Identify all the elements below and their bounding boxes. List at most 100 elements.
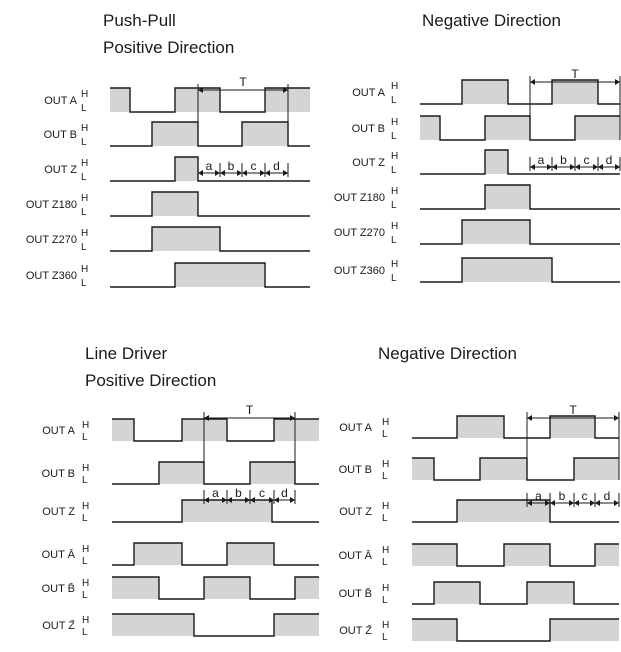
level-low-label: L xyxy=(382,471,388,482)
phase-dimension: a b c d xyxy=(197,159,289,177)
signal-label: OUT B xyxy=(42,468,75,480)
signal-label: OUT Z270 xyxy=(334,227,385,239)
level-high-label: H xyxy=(82,420,89,431)
phase-label: a xyxy=(535,489,542,503)
phase-label: b xyxy=(560,153,567,167)
level-high-label: H xyxy=(81,158,88,169)
signal-row: OUT Ā HL xyxy=(42,542,319,567)
pulse-high xyxy=(462,220,530,244)
pulse-high xyxy=(485,185,530,209)
level-low-label: L xyxy=(391,235,397,246)
pulse-high xyxy=(480,458,527,480)
phase-label: d xyxy=(281,486,288,500)
pulse-high xyxy=(152,227,220,251)
level-low-label: L xyxy=(82,556,88,567)
level-low-label: L xyxy=(382,429,388,440)
level-high-label: H xyxy=(82,578,89,589)
panel-title: Negative Direction xyxy=(422,11,561,30)
pulse-high xyxy=(112,614,194,636)
signal-label: OUT Z180 xyxy=(26,199,77,211)
level-high-label: H xyxy=(391,186,398,197)
level-high-label: H xyxy=(382,583,389,594)
signal-label: OUT Z270 xyxy=(26,234,77,246)
panel-title: Positive Direction xyxy=(103,38,234,57)
signal-label: OUT Z xyxy=(42,506,75,518)
signal-label: OUT Z xyxy=(44,164,77,176)
period-dimension: T xyxy=(526,403,620,480)
phase-dimension: a b c d xyxy=(529,153,621,171)
level-high-label: H xyxy=(82,463,89,474)
waveform-line xyxy=(112,576,319,600)
pulse-high xyxy=(134,543,182,565)
pulse-high xyxy=(462,258,552,282)
pulse-high xyxy=(175,157,198,181)
signal-label: OUT A xyxy=(42,425,75,437)
signal-label: OUT A xyxy=(44,95,77,107)
pulse-high xyxy=(420,116,440,140)
signal-label: OUT B xyxy=(339,464,372,476)
pulse-high xyxy=(550,619,619,641)
level-low-label: L xyxy=(81,103,87,114)
signal-row: OUT Z180 HL xyxy=(334,184,620,211)
waveform-line xyxy=(420,219,620,245)
level-low-label: L xyxy=(82,627,88,638)
pulse-high xyxy=(412,619,457,641)
signal-row: OUT Z̄ HL xyxy=(339,618,619,643)
waveform-line xyxy=(412,457,619,481)
level-low-label: L xyxy=(382,632,388,643)
level-low-label: L xyxy=(81,207,87,218)
panel-title: Line Driver xyxy=(85,344,168,363)
phase-label: d xyxy=(606,153,613,167)
pulse-high xyxy=(242,122,288,146)
phase-label: b xyxy=(559,489,566,503)
signal-label: OUT B xyxy=(44,129,77,141)
phase-label: d xyxy=(273,159,280,173)
waveform-line xyxy=(412,618,619,642)
pulse-high xyxy=(574,458,619,480)
waveform-line xyxy=(110,156,310,182)
signal-label: OUT Z̄ xyxy=(339,624,372,637)
signal-row: OUT B HL xyxy=(44,121,310,148)
waveform-line xyxy=(110,262,310,288)
pulse-high xyxy=(250,462,295,484)
level-low-label: L xyxy=(391,273,397,284)
level-low-label: L xyxy=(382,595,388,606)
pulse-high xyxy=(550,416,595,438)
level-high-label: H xyxy=(81,193,88,204)
signal-label: OUT Z180 xyxy=(334,192,385,204)
signal-label: OUT Z360 xyxy=(26,270,77,282)
waveform-line xyxy=(420,149,620,175)
phase-label: a xyxy=(206,159,213,173)
phase-label: c xyxy=(582,489,588,503)
pulse-high xyxy=(485,116,530,140)
waveform-line xyxy=(412,499,619,523)
level-high-label: H xyxy=(81,264,88,275)
signal-row: OUT Z HL xyxy=(42,499,319,524)
level-low-label: L xyxy=(82,590,88,601)
signal-row: OUT B̄ HL xyxy=(339,581,619,606)
pulse-high xyxy=(152,192,198,216)
signal-label: OUT Ā xyxy=(339,550,373,562)
signal-label: OUT Z xyxy=(352,157,385,169)
signal-label: OUT A xyxy=(352,87,385,99)
signal-row: OUT Z HL xyxy=(44,156,310,183)
level-low-label: L xyxy=(391,200,397,211)
signal-row: OUT Z360 HL xyxy=(334,257,620,284)
signal-row: OUT A HL xyxy=(339,415,619,440)
waveform-line xyxy=(412,543,619,567)
level-low-label: L xyxy=(391,95,397,106)
period-label: T xyxy=(239,75,247,89)
period-label: T xyxy=(571,67,579,81)
signal-row: OUT Z270 HL xyxy=(334,219,620,246)
signal-label: OUT B̄ xyxy=(339,587,372,600)
pulse-high xyxy=(462,80,508,104)
level-high-label: H xyxy=(81,228,88,239)
period-dimension: T xyxy=(529,67,621,140)
panel-title: Negative Direction xyxy=(378,344,517,363)
pulse-high xyxy=(159,462,204,484)
pulse-high xyxy=(112,577,159,599)
level-high-label: H xyxy=(391,259,398,270)
waveform-line xyxy=(112,542,319,566)
signal-row: OUT Ā HL xyxy=(339,543,619,568)
